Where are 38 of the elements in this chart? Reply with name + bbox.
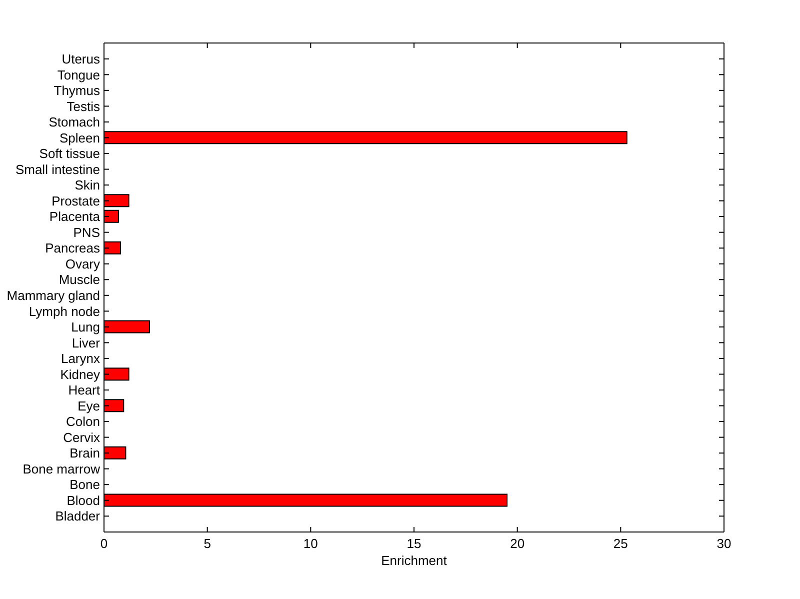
x-tick-label: 5 [204,536,211,552]
y-tick-label: Ovary [65,256,100,272]
x-tick-label: 30 [716,536,732,552]
x-axis-title: Enrichment [381,553,448,568]
y-tick-label: Muscle [58,272,100,288]
y-tick-label: Liver [72,335,101,350]
y-tick-label: Bone [70,477,100,492]
x-tick-label: 10 [303,536,318,552]
y-tick-label: Lymph node [28,304,100,319]
y-tick-label: Spleen [60,130,100,146]
y-tick-label: Larynx [60,351,100,366]
y-tick-label: Pancreas [45,240,100,256]
y-tick-label: Mammary gland [6,288,100,303]
y-tick-label: Kidney [60,366,100,382]
y-tick-label: Colon [66,414,100,430]
y-tick-label: Soft tissue [39,146,100,162]
y-tick-label: Skin [74,178,100,193]
y-tick-label: Placenta [49,209,101,224]
y-tick-label: Tongue [57,67,100,82]
y-tick-label: Heart [68,382,100,398]
y-tick-label: Prostate [52,193,100,208]
x-tick-label: 20 [510,536,525,552]
x-tick-label: 25 [613,536,628,552]
y-tick-label: Small intestine [15,162,100,177]
y-tick-label: Testis [66,98,100,114]
y-tick-label: Brain [70,446,100,461]
y-tick-label: Eye [78,398,100,414]
y-tick-label: Blood [66,492,100,508]
x-tick-label: 0 [100,536,108,552]
y-tick-label: Bone marrow [22,461,101,476]
y-tick-label: Cervix [63,430,100,445]
x-tick-label: 15 [406,536,422,552]
y-tick-label: Stomach [48,114,100,130]
y-tick-label: Lung [71,320,100,335]
y-tick-label: Uterus [62,52,100,66]
y-tick-label: PNS [73,224,100,240]
y-tick-label: Thymus [54,83,100,98]
y-tick-label: Bladder [55,508,101,524]
